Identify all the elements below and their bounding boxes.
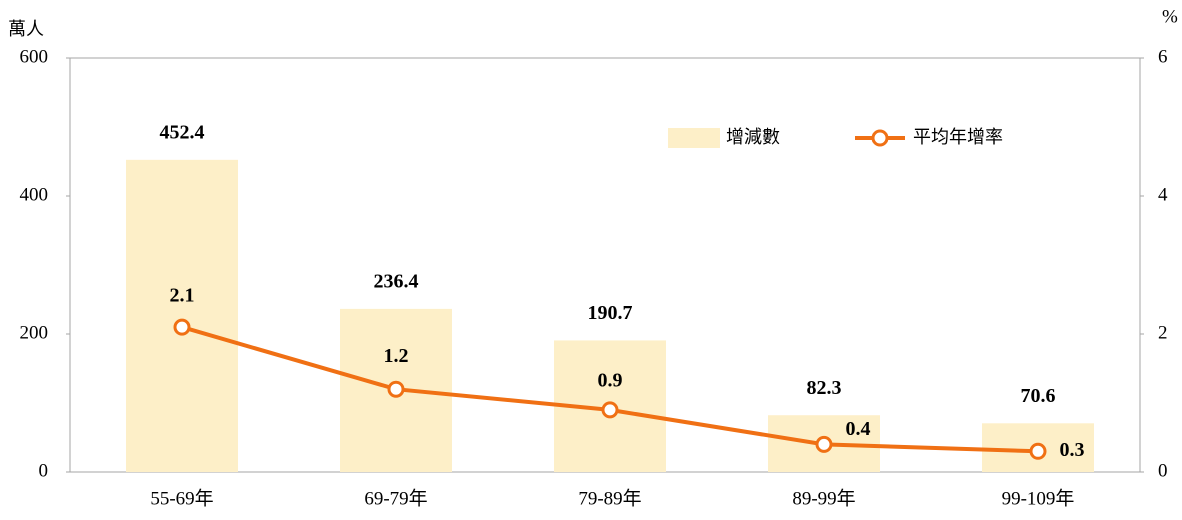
x-tick-label: 99-109年 — [1002, 487, 1075, 509]
bar — [126, 159, 238, 472]
line-value-label: 0.9 — [598, 369, 623, 391]
legend-label: 增減數 — [726, 127, 780, 148]
y2-tick-label: 2 — [1158, 322, 1168, 343]
y-axis-label: 萬人 — [8, 19, 44, 40]
legend-swatch — [668, 128, 720, 148]
y-tick-label: 0 — [39, 460, 49, 481]
legend-marker — [871, 129, 889, 147]
line-marker — [815, 435, 833, 453]
x-tick-label: 79-89年 — [578, 487, 641, 509]
y2-tick-label: 0 — [1158, 460, 1168, 481]
bar-value-label: 70.6 — [1021, 385, 1056, 407]
line-marker — [1029, 442, 1047, 460]
bar-value-label: 190.7 — [588, 302, 633, 324]
line-value-label: 1.2 — [384, 345, 409, 367]
y2-tick-label: 4 — [1158, 184, 1168, 205]
x-tick-label: 89-99年 — [792, 487, 855, 509]
x-tick-label: 55-69年 — [150, 487, 213, 509]
line-value-label: 2.1 — [170, 285, 195, 307]
line-value-label: 0.4 — [846, 418, 871, 440]
legend-label: 平均年增率 — [913, 127, 1003, 148]
y2-tick-label: 6 — [1158, 46, 1168, 67]
bar-value-label: 452.4 — [160, 121, 205, 143]
y2-axis-label: % — [1162, 6, 1178, 27]
y-tick-label: 200 — [20, 322, 49, 343]
y-tick-label: 600 — [20, 46, 49, 67]
line-marker — [387, 380, 405, 398]
bar-value-label: 236.4 — [374, 270, 419, 292]
y-tick-label: 400 — [20, 184, 49, 205]
x-tick-label: 69-79年 — [364, 487, 427, 509]
bar-value-label: 82.3 — [807, 377, 842, 399]
line-marker — [601, 401, 619, 419]
line-value-label: 0.3 — [1060, 439, 1085, 461]
line-marker — [173, 318, 191, 336]
